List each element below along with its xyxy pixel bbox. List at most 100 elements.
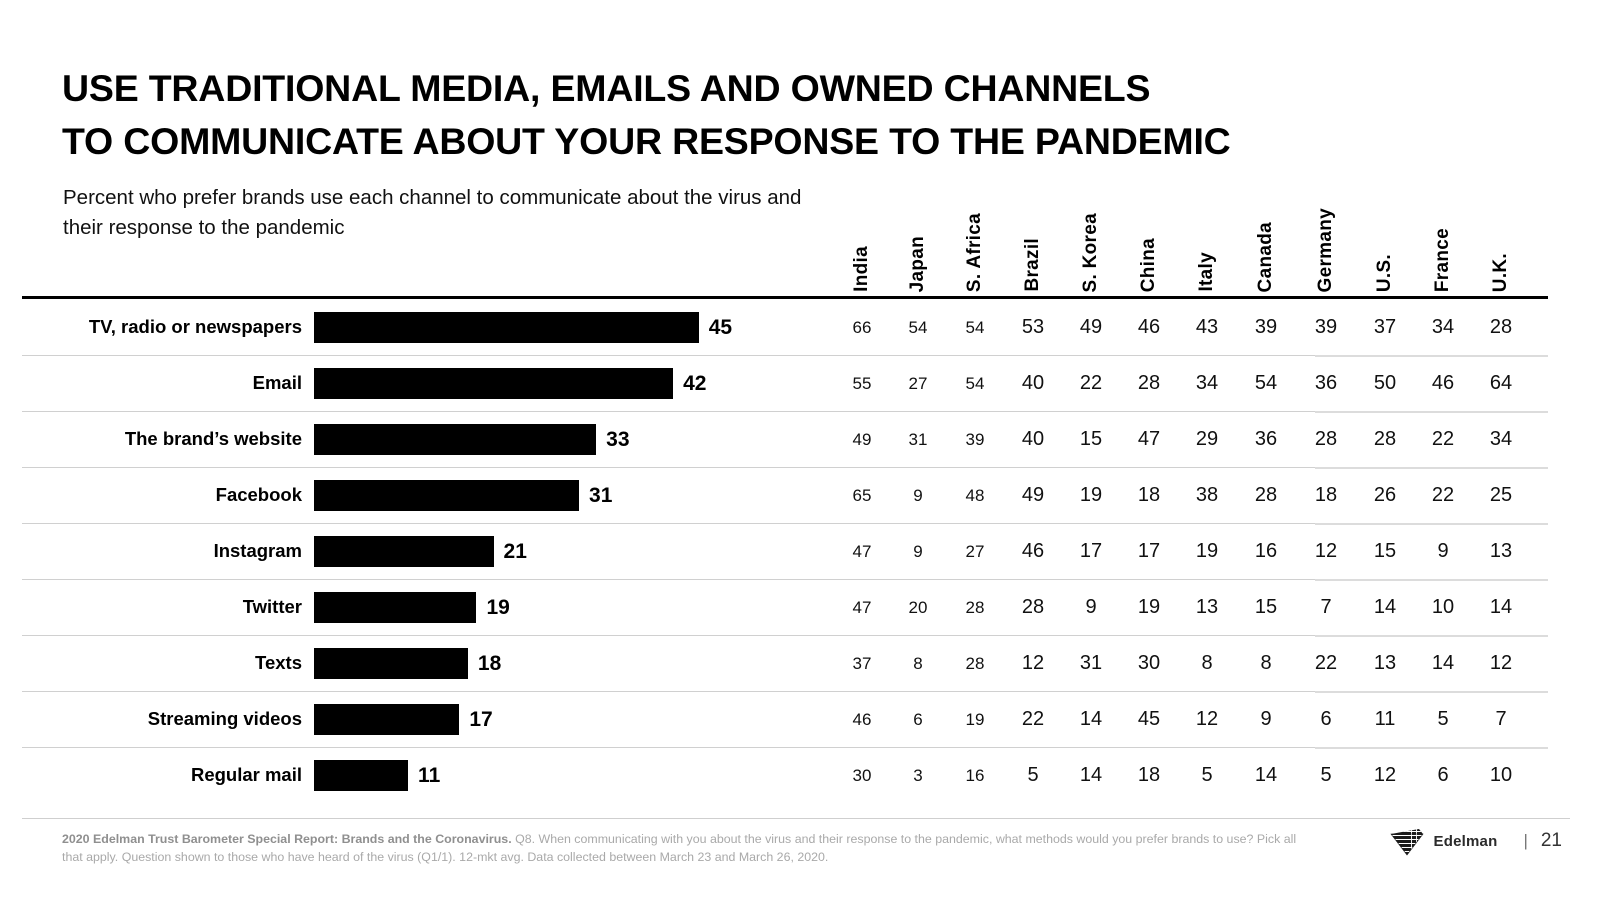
value-cell: 54 [965, 317, 985, 337]
value-cell: 54 [965, 373, 985, 393]
value-cell: 36 [1314, 372, 1338, 394]
category-label: Facebook [215, 484, 302, 505]
table-row: Email 42 55 27 54 40 22 28 34 54 36 50 46 64 [22, 355, 1570, 411]
country-values: 46 6 19 22 14 45 12 9 6 11 5 7 [834, 691, 1570, 747]
value-cell: 66 [852, 317, 872, 337]
column-header-label: Brazil [1022, 238, 1043, 292]
category-label: Regular mail [190, 764, 302, 785]
column-header-label: U.S. [1374, 253, 1395, 292]
value-cell: 46 [1431, 372, 1455, 394]
value-cell: 49 [1021, 484, 1045, 506]
footnote: 2020 Edelman Trust Barometer Special Rep… [62, 830, 1317, 866]
page-number: 21 [1540, 830, 1562, 851]
value-cell: 46 [1021, 540, 1045, 562]
bar-cell: 21 [314, 523, 834, 579]
value-cell: 28 [965, 653, 985, 673]
bar-cell: 11 [314, 747, 834, 803]
value-cell: 13 [1373, 652, 1397, 674]
table-row: Facebook 31 65 9 48 49 19 18 38 28 18 26 22 25 [22, 467, 1570, 523]
value-cell: 49 [1079, 316, 1103, 338]
value-cell: 20 [908, 597, 928, 617]
footnote-source: 2020 Edelman Trust Barometer Special Rep… [62, 832, 512, 846]
header-rule [22, 296, 1548, 299]
value-cell: 27 [965, 541, 985, 561]
value-cell: 29 [1195, 428, 1219, 450]
value-cell: 28 [1489, 316, 1513, 338]
column-header-canada: Canada [1236, 182, 1296, 292]
bar [314, 535, 494, 567]
value-cell: 5 [1027, 764, 1039, 786]
category-label: Twitter [242, 596, 302, 617]
value-cell: 18 [1137, 484, 1161, 506]
column-header-india: India [834, 182, 890, 292]
bar-value-label: 19 [486, 595, 510, 619]
value-cell: 40 [1021, 428, 1045, 450]
value-cell: 15 [1373, 540, 1397, 562]
value-cell: 19 [1079, 484, 1103, 506]
value-cell: 8 [1260, 652, 1272, 674]
country-values: 55 27 54 40 22 28 34 54 36 50 46 64 [834, 355, 1570, 411]
footer-divider [22, 818, 1570, 819]
value-cell: 6 [1320, 708, 1332, 730]
value-cell: 30 [852, 765, 872, 785]
page-title: USE TRADITIONAL MEDIA, EMAILS AND OWNED … [62, 62, 1532, 168]
value-cell: 17 [1137, 540, 1161, 562]
value-cell: 45 [1137, 708, 1161, 730]
bar-value-label: 18 [477, 651, 502, 675]
value-cell: 39 [1254, 316, 1278, 338]
table-row: Instagram 21 47 9 27 46 17 17 19 16 12 15 9 13 [22, 523, 1570, 579]
value-cell: 11 [1374, 708, 1396, 730]
bar-cell: 45 [314, 299, 834, 355]
column-header-germany: Germany [1296, 182, 1356, 292]
table-row: Texts 18 37 8 28 12 31 30 8 8 22 13 14 12 [22, 635, 1570, 691]
bar-value-label: 11 [418, 763, 441, 787]
bar [314, 367, 674, 399]
category-label: The brand’s website [124, 428, 302, 449]
value-cell: 18 [1314, 484, 1338, 506]
value-cell: 28 [1373, 428, 1397, 450]
column-header-italy: Italy [1178, 182, 1236, 292]
value-cell: 37 [1373, 316, 1397, 338]
value-cell: 28 [1137, 372, 1161, 394]
column-header-label: Germany [1315, 207, 1336, 292]
value-cell: 9 [913, 541, 923, 561]
value-cell: 28 [965, 597, 985, 617]
value-cell: 48 [965, 485, 985, 505]
column-header-brazil: Brazil [1004, 182, 1062, 292]
category-label: Texts [255, 652, 302, 673]
edelman-logo-icon [1389, 829, 1424, 856]
value-cell: 39 [1314, 316, 1338, 338]
column-header-label: France [1432, 227, 1453, 292]
page-title-line-2: TO COMMUNICATE ABOUT YOUR RESPONSE TO TH… [62, 120, 1231, 162]
bar [314, 759, 409, 791]
table-row: TV, radio or newspapers 45 66 54 54 53 49 46 43 3… [22, 299, 1570, 355]
table-row: The brand’s website 33 49 31 39 40 15 47 29 36 28 2… [22, 411, 1570, 467]
value-cell: 16 [965, 765, 985, 785]
value-cell: 30 [1137, 652, 1161, 674]
bar [314, 423, 597, 455]
value-cell: 43 [1195, 316, 1219, 338]
value-cell: 14 [1079, 764, 1103, 786]
value-cell: 47 [852, 597, 872, 617]
value-cell: 13 [1489, 540, 1513, 562]
value-cell: 22 [1431, 428, 1455, 450]
country-values: 30 3 16 5 14 18 5 14 5 12 6 10 [834, 747, 1570, 803]
country-headers: India Japan S. Africa Brazil S. Korea China It… [834, 182, 1530, 292]
brand-name: Edelman [1433, 832, 1498, 850]
value-cell: 26 [1373, 484, 1397, 506]
value-cell: 36 [1254, 428, 1278, 450]
value-cell: 6 [913, 709, 923, 729]
country-values: 66 54 54 53 49 46 43 39 39 37 34 28 [834, 299, 1570, 355]
value-cell: 5 [1320, 764, 1332, 786]
value-cell: 14 [1431, 652, 1455, 674]
value-cell: 9 [1260, 708, 1272, 730]
table-row: Streaming videos 17 46 6 19 22 14 45 12 9 6 11 5 7 [22, 691, 1570, 747]
column-header-label: China [1138, 237, 1159, 292]
value-cell: 31 [1079, 652, 1103, 674]
value-cell: 28 [1021, 596, 1045, 618]
value-cell: 8 [913, 653, 923, 673]
column-header-label: India [851, 246, 872, 292]
value-cell: 47 [852, 541, 872, 561]
column-header-label: S. Korea [1080, 212, 1101, 293]
category-label: Streaming videos [147, 708, 302, 729]
